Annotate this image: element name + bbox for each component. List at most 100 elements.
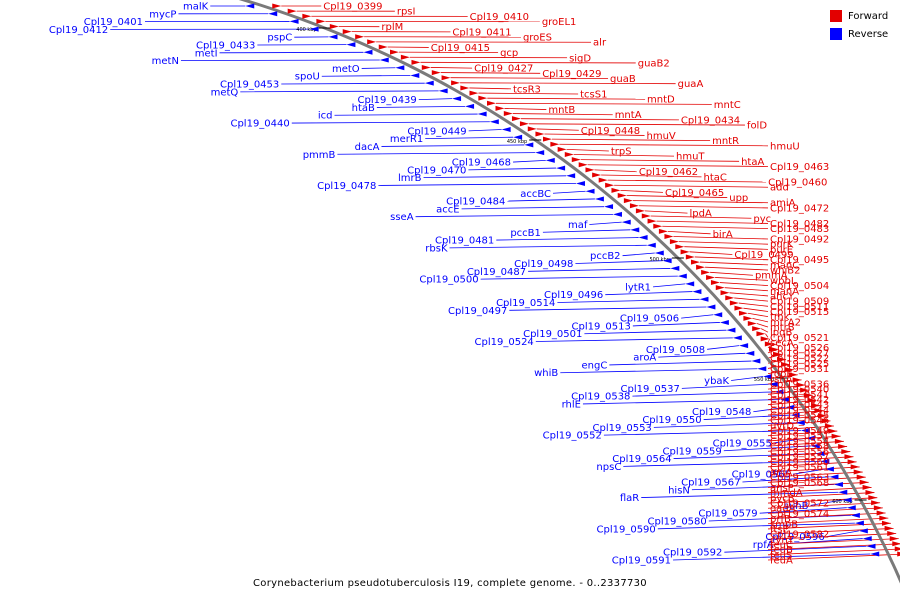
gene-label-cpl19-0453: Cpl19_0453 <box>220 80 279 91</box>
scale-label: 500 kbp <box>650 257 670 263</box>
gene-label-cpl19-0565: Cpl19_0565 <box>732 470 791 481</box>
gene-connector-cpl19-0521 <box>765 333 769 338</box>
gene-label-pspc: pspC <box>267 33 292 44</box>
gene-connector-engc <box>609 360 752 366</box>
gene-label-rpfa: rpfA <box>753 540 774 551</box>
gene-label-cpl19-0548: Cpl19_0548 <box>692 407 751 418</box>
gene-connector-maf <box>589 221 622 225</box>
gene-connector-cpl19-0550 <box>703 414 791 420</box>
gene-label-cpl19-0550: Cpl19_0550 <box>642 415 701 426</box>
gene-connector-whib2 <box>705 266 769 271</box>
gene-feature-cpl19-0551 <box>828 428 838 434</box>
legend: Forward Reverse <box>830 8 892 44</box>
gene-feature-cpl19-0556 <box>838 443 848 449</box>
gene-label-guab: guaB <box>610 74 636 85</box>
gene-label-flar: flaR <box>620 493 639 504</box>
gene-feature-bira <box>658 228 668 234</box>
gene-label-cpl19-0556: Cpl19_0556 <box>770 447 829 458</box>
gene-connector-spou <box>321 75 411 77</box>
gene-connector-guaa <box>460 82 676 85</box>
gene-feature-smpb <box>879 515 889 521</box>
gene-label-cpl19-0563: Cpl19_0563 <box>770 473 829 484</box>
gene-feature-groel1 <box>316 18 326 24</box>
gene-label-cpl19-0564: Cpl19_0564 <box>612 454 671 465</box>
gene-connector-cpl19-0492 <box>673 236 769 240</box>
gene-label-tcss1: tcsS1 <box>580 90 607 101</box>
gene-feature-cpl19-0536 <box>792 377 802 383</box>
gene-label-ansp: ansP <box>770 483 794 494</box>
gene-connector-metn <box>180 59 380 62</box>
gene-connector-trps <box>566 149 609 152</box>
scale-label: 550 kbp <box>754 377 774 383</box>
gene-label-rhle: rhlE <box>562 399 581 410</box>
gene-connector-cpl19-0495 <box>694 256 769 261</box>
gene-label-cpl19-0481: Cpl19_0481 <box>435 236 494 247</box>
gene-label-cpl19-0463: Cpl19_0463 <box>770 162 829 173</box>
gene-feature-cpl19-0478 <box>575 181 585 187</box>
gene-label-cpl19-0524: Cpl19_0524 <box>475 337 534 348</box>
gene-label-cpl19-0579: Cpl19_0579 <box>698 509 757 520</box>
gene-feature-cpl19-0574 <box>873 505 883 511</box>
gene-label-manc: manC <box>770 260 799 271</box>
gene-label-cpl19-0545: Cpl19_0545 <box>770 411 829 422</box>
gene-label-cpl19-0592: Cpl19_0592 <box>663 548 722 559</box>
gene-connector-cpl19-0560 <box>767 456 854 463</box>
gene-label-alr: alr <box>593 38 607 49</box>
gene-label-cpl19-0515: Cpl19_0515 <box>770 307 829 318</box>
gene-feature-seca <box>760 336 770 342</box>
gene-feature-pmmb <box>535 150 545 156</box>
gene-label-feus: feuS <box>770 550 792 561</box>
gene-connector-ssea <box>415 213 613 218</box>
gene-feature-maf <box>621 219 631 225</box>
gene-label-cpl19-0557: Cpl19_0557 <box>770 452 829 463</box>
gene-label-cpl19-0483: Cpl19_0483 <box>770 224 829 235</box>
gene-label-cpl19-0506: Cpl19_0506 <box>620 314 679 325</box>
gene-feature-cpl19-0504 <box>710 280 720 286</box>
gene-label-engc: engC <box>582 360 608 371</box>
gene-label-gcp: gcp <box>500 48 518 59</box>
gene-feature-feus <box>894 546 900 552</box>
gene-label-metq: metQ <box>211 87 239 98</box>
gene-connector-ania <box>767 466 860 473</box>
gene-connector-lpda <box>644 210 688 214</box>
gene-feature-cpl19-0453 <box>424 80 434 86</box>
gene-feature-cpl19-0499 <box>680 249 690 255</box>
gene-feature-pspc <box>328 34 338 40</box>
gene-feature-guab <box>441 75 451 81</box>
gene-feature-cpl19-0560 <box>844 454 854 460</box>
gene-feature-cpl19-0429 <box>431 70 441 76</box>
gene-feature-cpl19-0440 <box>489 119 499 125</box>
gene-label-rbsk: rbsK <box>425 243 448 254</box>
gene-feature-cpl19-0508 <box>739 343 749 349</box>
gene-label-cpl19-0536: Cpl19_0536 <box>770 379 829 390</box>
gene-connector-cpl19-0509 <box>734 297 769 302</box>
gene-label-cpl19-0487: Cpl19_0487 <box>467 267 526 278</box>
gene-connector-cpl19-0472 <box>638 205 769 209</box>
gene-label-prfb: prfB <box>770 514 791 525</box>
gene-feature-cpl19-0552 <box>800 428 810 434</box>
gene-connector-lytr1 <box>653 283 686 288</box>
gene-feature-cpl19-0501 <box>726 327 736 333</box>
gene-feature-cpl19-0579 <box>846 505 856 511</box>
gene-feature-mtra2 <box>743 315 753 321</box>
gene-feature-pccb1 <box>630 227 640 233</box>
gene-connector-pure <box>684 246 769 250</box>
gene-feature-mmda <box>862 484 872 490</box>
gene-connector-prfb <box>767 512 886 519</box>
gene-label-cpl19-0449: Cpl19_0449 <box>407 126 466 137</box>
gene-label-cpl19-0544: Cpl19_0544 <box>770 405 829 416</box>
gene-connector-guab2 <box>420 61 636 64</box>
gene-label-wbbl: wbbL <box>770 276 797 287</box>
gene-connector-smpb <box>767 517 889 525</box>
gene-feature-rope <box>784 367 794 373</box>
gene-connector-tcsr3 <box>469 87 511 90</box>
gene-label-cpl19-0497: Cpl19_0497 <box>448 306 507 317</box>
gene-connector-lpqb <box>760 328 769 333</box>
gene-connector-cpl19-0448 <box>536 128 579 131</box>
gene-feature-cpl19-0521 <box>756 331 766 337</box>
gene-label-cpl19-0568: Cpl19_0568 <box>770 478 829 489</box>
reverse-swatch <box>830 28 842 40</box>
gene-feature-ybak <box>763 373 773 379</box>
gene-connector-cpl19-0565 <box>792 468 826 475</box>
